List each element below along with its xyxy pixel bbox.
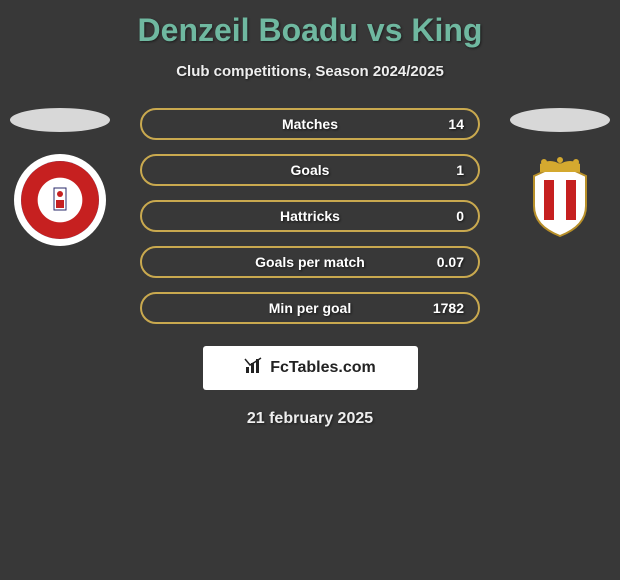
stat-bar-goals-per-match: Goals per match 0.07: [140, 246, 480, 278]
stat-bar-hattricks: Hattricks 0: [140, 200, 480, 232]
page-title: Denzeil Boadu vs King: [0, 0, 620, 49]
stat-label: Min per goal: [269, 300, 351, 316]
stat-bar-min-per-goal: Min per goal 1782: [140, 292, 480, 324]
stat-bar-matches: Matches 14: [140, 108, 480, 140]
left-club-crest: [14, 154, 106, 246]
stat-value-right: 14: [448, 116, 464, 132]
left-player-ellipse: [10, 108, 110, 132]
stat-bar-goals: Goals 1: [140, 154, 480, 186]
right-player-ellipse: [510, 108, 610, 132]
page-subtitle: Club competitions, Season 2024/2025: [0, 63, 620, 80]
source-badge: FcTables.com: [203, 346, 418, 390]
date-text: 21 february 2025: [0, 410, 620, 428]
stat-value-right: 0.07: [437, 254, 464, 270]
stevenage-crest-icon: [514, 154, 606, 246]
stat-value-right: 1782: [433, 300, 464, 316]
stat-label: Goals: [291, 162, 330, 178]
comparison-content: Matches 14 Goals 1 Hattricks 0 Goals per…: [0, 108, 620, 324]
stat-bars: Matches 14 Goals 1 Hattricks 0 Goals per…: [140, 108, 480, 324]
stat-label: Hattricks: [280, 208, 340, 224]
stat-value-right: 1: [456, 162, 464, 178]
source-badge-text: FcTables.com: [270, 359, 376, 377]
crawley-town-crest-icon: [21, 161, 99, 239]
right-club-crest: [514, 154, 606, 246]
stat-label: Matches: [282, 116, 338, 132]
stat-value-right: 0: [456, 208, 464, 224]
stat-label: Goals per match: [255, 254, 365, 270]
bar-chart-icon: [244, 357, 264, 380]
